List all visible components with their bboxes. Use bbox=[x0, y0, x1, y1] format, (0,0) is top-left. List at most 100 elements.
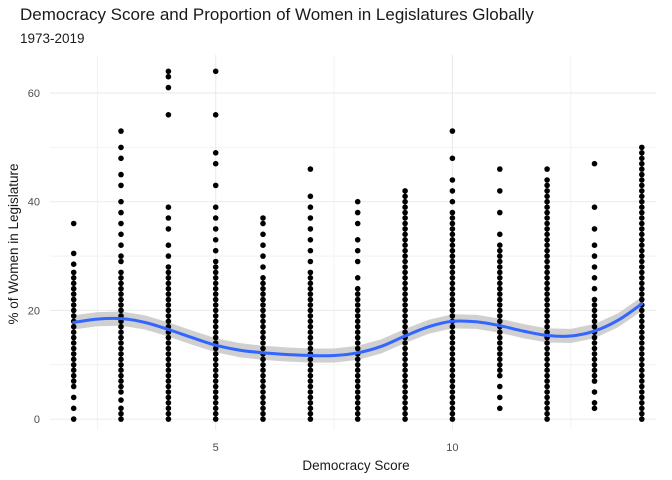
data-point bbox=[354, 198, 361, 205]
data-point bbox=[544, 340, 550, 346]
data-point bbox=[639, 198, 645, 205]
data-point bbox=[639, 362, 645, 368]
data-point bbox=[544, 264, 550, 270]
data-point bbox=[639, 394, 645, 401]
data-point bbox=[402, 302, 408, 308]
data-point bbox=[639, 258, 645, 265]
data-point bbox=[402, 345, 408, 352]
data-point bbox=[260, 215, 266, 221]
data-point bbox=[165, 351, 172, 357]
data-point bbox=[354, 291, 361, 297]
data-point bbox=[354, 416, 361, 422]
data-point bbox=[165, 285, 172, 292]
data-point bbox=[70, 313, 77, 319]
data-point bbox=[354, 329, 361, 336]
data-point bbox=[165, 226, 172, 232]
data-point bbox=[591, 372, 598, 379]
data-point bbox=[70, 323, 77, 330]
data-point bbox=[70, 285, 77, 292]
data-point bbox=[449, 372, 456, 379]
data-point bbox=[544, 253, 550, 259]
data-point bbox=[307, 204, 314, 210]
data-point bbox=[639, 237, 645, 243]
data-point bbox=[212, 215, 219, 221]
data-point bbox=[212, 334, 219, 341]
data-point bbox=[212, 351, 219, 357]
data-point bbox=[449, 340, 456, 346]
data-point bbox=[165, 291, 172, 297]
data-point bbox=[544, 226, 550, 232]
data-point bbox=[118, 269, 124, 276]
data-point bbox=[260, 323, 266, 330]
data-point bbox=[544, 296, 550, 303]
data-point bbox=[639, 389, 645, 395]
data-point bbox=[591, 226, 598, 232]
data-point bbox=[639, 231, 645, 238]
data-point bbox=[449, 323, 456, 330]
data-point bbox=[639, 150, 645, 156]
data-point bbox=[260, 410, 266, 417]
data-point bbox=[449, 394, 456, 401]
data-point bbox=[212, 258, 219, 265]
data-point bbox=[591, 378, 598, 384]
data-point bbox=[449, 247, 456, 254]
data-point bbox=[639, 220, 645, 227]
data-point bbox=[354, 302, 361, 308]
data-point bbox=[639, 345, 645, 352]
data-point bbox=[591, 356, 598, 363]
data-point bbox=[260, 367, 266, 374]
data-point bbox=[449, 264, 456, 270]
data-point bbox=[402, 247, 408, 254]
data-points bbox=[70, 68, 645, 422]
data-point bbox=[544, 362, 550, 368]
data-point bbox=[449, 237, 456, 243]
data-point bbox=[212, 150, 219, 156]
data-point bbox=[118, 231, 124, 238]
data-point bbox=[639, 351, 645, 357]
data-point bbox=[260, 400, 266, 406]
data-point bbox=[212, 389, 219, 395]
data-point bbox=[118, 220, 124, 227]
data-point bbox=[260, 356, 266, 363]
data-point bbox=[591, 296, 598, 303]
data-point bbox=[639, 182, 645, 189]
data-point bbox=[497, 372, 503, 379]
data-point bbox=[70, 416, 77, 422]
data-point bbox=[260, 362, 266, 368]
data-point bbox=[165, 296, 172, 303]
data-point bbox=[354, 372, 361, 379]
data-point bbox=[165, 264, 172, 270]
data-point bbox=[165, 253, 172, 259]
data-point bbox=[402, 220, 408, 227]
data-point bbox=[70, 383, 77, 390]
data-point bbox=[639, 269, 645, 276]
smooth-line-layer bbox=[72, 302, 644, 358]
data-point bbox=[639, 323, 645, 330]
data-point bbox=[118, 323, 124, 330]
data-point bbox=[118, 329, 124, 336]
data-point bbox=[544, 198, 550, 205]
data-point bbox=[544, 166, 550, 172]
data-point bbox=[70, 291, 77, 297]
data-point bbox=[402, 307, 408, 314]
data-point bbox=[591, 340, 598, 346]
data-point bbox=[544, 280, 550, 287]
data-point bbox=[402, 237, 408, 243]
data-point bbox=[402, 204, 408, 210]
data-point bbox=[212, 275, 219, 281]
data-point bbox=[354, 313, 361, 319]
data-point bbox=[165, 242, 172, 248]
data-point bbox=[118, 182, 124, 189]
data-point bbox=[591, 264, 598, 270]
data-point bbox=[165, 204, 172, 210]
data-point bbox=[639, 356, 645, 363]
data-point bbox=[307, 410, 314, 417]
data-point bbox=[212, 378, 219, 384]
data-point bbox=[497, 405, 503, 412]
data-point bbox=[497, 329, 503, 336]
data-point bbox=[212, 410, 219, 417]
data-point bbox=[354, 367, 361, 374]
data-point bbox=[307, 280, 314, 287]
data-point bbox=[260, 264, 266, 270]
data-point bbox=[402, 405, 408, 412]
